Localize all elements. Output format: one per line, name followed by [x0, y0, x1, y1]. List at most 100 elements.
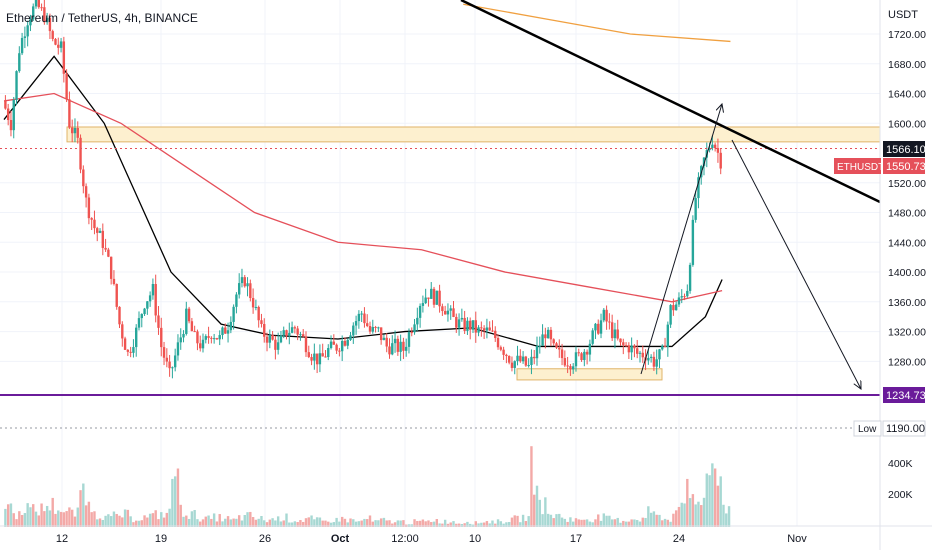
volume-bar: [118, 515, 121, 527]
volume-bar: [302, 521, 305, 527]
candle-body: [602, 309, 606, 321]
low-price-badge: [882, 420, 926, 437]
volume-bar: [165, 512, 169, 527]
candle-body: [176, 342, 180, 356]
volume-bar: [377, 520, 380, 527]
ma-long-line: [463, 3, 731, 43]
candle-body: [480, 327, 483, 329]
candle-body: [23, 36, 27, 38]
volume-bar: [521, 514, 525, 527]
candle-body: [521, 356, 525, 362]
candle-body: [672, 305, 675, 311]
price-axis[interactable]: USDT 1720.00 1680.00 1640.00 1600.00 1520.00…: [888, 9, 926, 368]
volume-bar: [160, 512, 163, 527]
volume-bar: [279, 521, 283, 527]
candle-body: [702, 157, 706, 167]
candle-body: [535, 346, 539, 359]
candle-body: [104, 247, 107, 250]
candle-body: [482, 328, 486, 331]
price-tick-label: 1280.00: [888, 356, 926, 368]
candle-body: [674, 304, 678, 311]
candle-body: [15, 71, 18, 100]
candle-body: [45, 17, 49, 23]
volume-bar: [455, 523, 458, 527]
volume-bar: [438, 523, 441, 527]
volume-bar: [310, 515, 313, 527]
volume-bar: [360, 520, 363, 527]
arrow-down: [731, 139, 861, 389]
drawings[interactable]: [460, 0, 881, 389]
candle-body: [126, 349, 130, 352]
candle-body: [396, 338, 400, 352]
volume-bar: [143, 515, 146, 527]
volume-bar: [232, 518, 235, 527]
volume-bar: [519, 522, 522, 527]
volume-bar: [416, 520, 419, 527]
volume-bar: [218, 514, 221, 527]
volume-bar: [296, 522, 299, 527]
candle-body: [313, 353, 316, 361]
volume-bar: [533, 494, 536, 527]
candle-body: [519, 355, 522, 362]
candle-body: [204, 336, 207, 340]
time-tick-label: 26: [259, 533, 271, 545]
volume-bar: [229, 519, 233, 527]
candle-body: [304, 336, 308, 353]
time-axis[interactable]: 12 19 26 Oct 12:00 10 17 24 Nov: [56, 533, 807, 545]
volume-bar: [524, 521, 528, 527]
candle-body: [307, 352, 310, 358]
candle-body: [302, 334, 305, 337]
candle-body: [357, 313, 361, 322]
candle-body: [154, 284, 157, 316]
volume-bar: [480, 522, 483, 527]
last-price-text: 1550.73: [886, 161, 926, 173]
candle-body: [288, 332, 291, 336]
volume-tick-label: 400K: [888, 458, 913, 470]
candle-body: [296, 328, 299, 335]
volume-bar: [535, 485, 539, 527]
candle-body: [274, 339, 277, 350]
volume-bar: [413, 519, 416, 527]
volume-bar: [274, 520, 277, 527]
price-tick-label: 1520.00: [888, 178, 926, 190]
time-tick-label: 12: [56, 533, 68, 545]
volume-bar: [610, 519, 614, 527]
symbol-title: Ethereum / TetherUS, 4h, BINANCE: [6, 11, 198, 25]
volume-bar: [363, 518, 366, 527]
volume-bar: [638, 521, 642, 527]
volume-bar: [196, 519, 199, 527]
volume-bar: [6, 504, 10, 527]
volume-bar: [663, 518, 667, 527]
candle-body: [79, 137, 82, 170]
candle-body: [680, 296, 683, 298]
symbol-badge-text: ETHUSDT: [837, 162, 884, 173]
candle-body: [121, 324, 124, 339]
volume-bar: [354, 521, 358, 527]
volume-bar: [374, 520, 377, 527]
candle-body: [212, 338, 216, 340]
volume-bar: [135, 520, 138, 527]
volume-bar: [43, 511, 46, 527]
volume-bar: [711, 463, 714, 527]
candle-body: [40, 7, 43, 9]
candle-body: [51, 31, 54, 39]
volume-bar: [123, 509, 127, 527]
ma-fast-line: [3, 55, 723, 348]
volume-bar: [254, 519, 258, 527]
time-tick-label: Oct: [331, 533, 350, 545]
time-tick-label: 17: [570, 533, 582, 545]
candle-body: [363, 313, 366, 324]
volume-bar: [340, 516, 344, 527]
volume-bar: [672, 513, 675, 527]
candle-body: [29, 19, 32, 26]
candle-body: [249, 283, 252, 299]
candle-body: [332, 341, 336, 345]
candle-body: [560, 349, 564, 359]
candle-body: [329, 341, 333, 349]
candle-body: [168, 361, 171, 369]
volume-bar: [87, 501, 91, 527]
volume-bar: [538, 499, 541, 527]
candle-body: [594, 323, 597, 331]
